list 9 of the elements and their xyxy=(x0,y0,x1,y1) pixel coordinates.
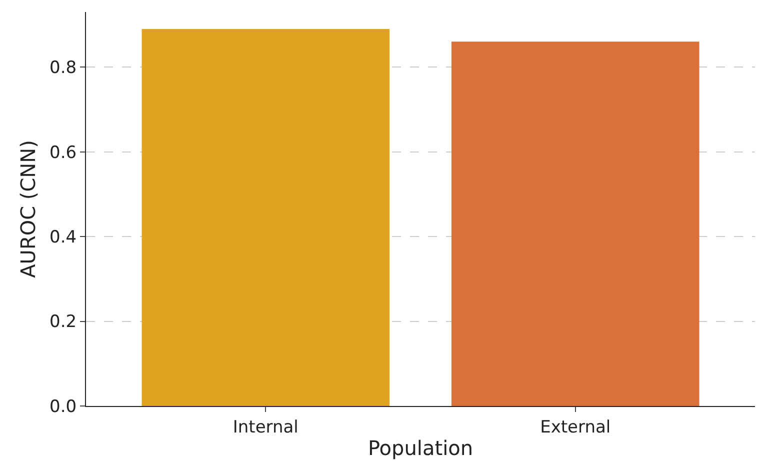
y-tick-label: 0.4 xyxy=(50,227,77,248)
y-tick-label: 0.2 xyxy=(50,312,77,332)
y-tick-label: 0.6 xyxy=(50,142,77,163)
x-tick-label: External xyxy=(540,417,611,438)
x-tick-label: Internal xyxy=(232,417,298,438)
x-axis-title: Population xyxy=(368,436,474,460)
y-tick-label: 0.0 xyxy=(50,396,77,417)
y-axis-title: AUROC (CNN) xyxy=(16,140,40,278)
y-tick-label: 0.8 xyxy=(50,58,77,78)
